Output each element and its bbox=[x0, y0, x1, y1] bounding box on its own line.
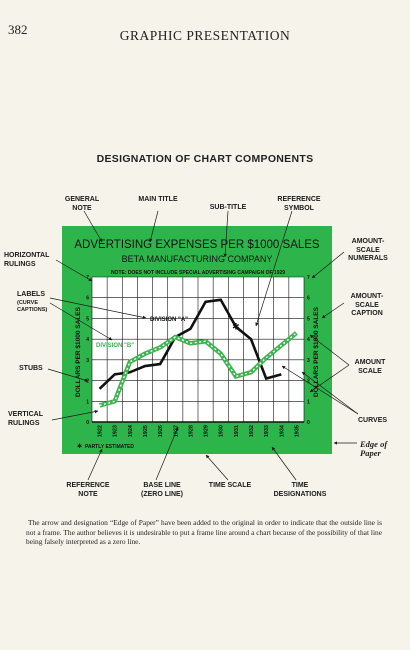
curve-division-b-dash bbox=[99, 332, 297, 407]
x-tick-label: 1931 bbox=[234, 425, 240, 437]
callout-main-title: MAIN TITLE bbox=[138, 196, 178, 203]
x-tick-label: 1932 bbox=[249, 425, 255, 437]
x-tick-label: 1925 bbox=[143, 425, 149, 437]
callout-reference-symbol: REFERENCE SYMBOL bbox=[277, 196, 321, 212]
callout-time-scale: TIME SCALE bbox=[208, 482, 252, 489]
callout-amount-scale-numerals: AMOUNT- SCALE NUMERALS bbox=[348, 238, 388, 262]
reference-symbol-mark: ✱ bbox=[232, 322, 240, 332]
y-tick-label-right: 1 bbox=[307, 399, 310, 405]
diagram-title: DESIGNATION OF CHART COMPONENTS bbox=[96, 153, 314, 165]
leader-lines bbox=[47, 210, 359, 481]
y-tick-label-right: 5 bbox=[307, 316, 310, 322]
x-tick-label: 1923 bbox=[113, 425, 119, 437]
curves bbox=[98, 298, 298, 408]
callout-horizontal-rulings: HORIZONTAL RULINGS bbox=[4, 252, 50, 268]
callout-edge-of-paper: Edge of Paper bbox=[360, 439, 388, 458]
x-tick-label: 1933 bbox=[264, 425, 270, 437]
y-tick-label-left: 5 bbox=[86, 316, 89, 322]
running-header: GRAPHIC PRESENTATION bbox=[119, 28, 291, 43]
y-tick-label-left: 7 bbox=[86, 275, 89, 281]
amount-scale-caption-right: DOLLARS PER $1000 SALES bbox=[313, 306, 320, 397]
callout-base-line: BASE LINE (ZERO LINE) bbox=[141, 482, 183, 498]
x-tick-label: 1935 bbox=[294, 425, 300, 437]
chart-subtitle: BETA MANUFACTURING COMPANY bbox=[122, 254, 273, 264]
chart-general-note: NOTE: DOES NOT INCLUDE SPECIAL ADVERTISI… bbox=[111, 270, 285, 276]
x-tick-label: 1928 bbox=[188, 425, 194, 437]
x-tick-label: 1926 bbox=[158, 425, 164, 437]
y-tick-label-right: 4 bbox=[307, 337, 310, 343]
y-tick-label-left: 3 bbox=[86, 358, 89, 364]
chart-main-title: ADVERTISING EXPENSES PER $1000 SALES bbox=[74, 239, 320, 251]
y-tick-label-left: 0 bbox=[86, 420, 89, 426]
x-tick-label: 1930 bbox=[219, 425, 225, 437]
callout-stubs: STUBS bbox=[19, 365, 43, 372]
figure-caption: The arrow and designation “Edge of Paper… bbox=[26, 518, 382, 547]
y-tick-label-right: 3 bbox=[307, 358, 310, 364]
callout-reference-note: REFERENCE NOTE bbox=[66, 482, 110, 498]
callout-time-designations: TIME DESIGNATIONS bbox=[273, 482, 327, 498]
callout-general-note: GENERAL NOTE bbox=[64, 196, 100, 212]
amount-scale-caption-left: DOLLARS PER $1000 SALES bbox=[75, 306, 82, 397]
y-tick-label-right: 6 bbox=[307, 296, 310, 302]
y-tick-label-left: 2 bbox=[86, 379, 89, 385]
curve-label-division-a: DIVISION "A" bbox=[150, 317, 188, 323]
y-tick-label-right: 2 bbox=[307, 379, 310, 385]
reference-note-text: PARTLY ESTIMATED bbox=[85, 444, 134, 450]
y-tick-label-right: 0 bbox=[307, 420, 310, 426]
x-tick-label: 1934 bbox=[279, 424, 285, 437]
callout-amount-scale-caption: AMOUNT- SCALE CAPTION bbox=[350, 293, 384, 317]
x-tick-label: 1924 bbox=[128, 424, 134, 437]
callout-curves: CURVES bbox=[358, 417, 388, 424]
callout-labels: LABELS bbox=[17, 291, 45, 298]
callout-labels-sub: (CURVE CAPTIONS) bbox=[17, 300, 48, 313]
page-number: 382 bbox=[8, 22, 28, 37]
reference-note-symbol: ✱ bbox=[77, 443, 82, 450]
x-tick-label: 1922 bbox=[98, 425, 104, 437]
callout-vertical-rulings: VERTICAL RULINGS bbox=[8, 411, 43, 427]
y-tick-label-left: 6 bbox=[86, 296, 89, 302]
curve-label-division-b: DIVISION "B" bbox=[96, 343, 134, 349]
y-tick-label-left: 1 bbox=[86, 399, 89, 405]
callout-sub-title: SUB-TITLE bbox=[209, 204, 247, 211]
y-tick-label-right: 7 bbox=[307, 275, 310, 281]
y-tick-label-left: 4 bbox=[86, 337, 89, 343]
callout-amount-scale: AMOUNT SCALE bbox=[354, 359, 386, 375]
curve-division-a bbox=[98, 298, 282, 390]
x-tick-label: 1929 bbox=[204, 425, 210, 437]
